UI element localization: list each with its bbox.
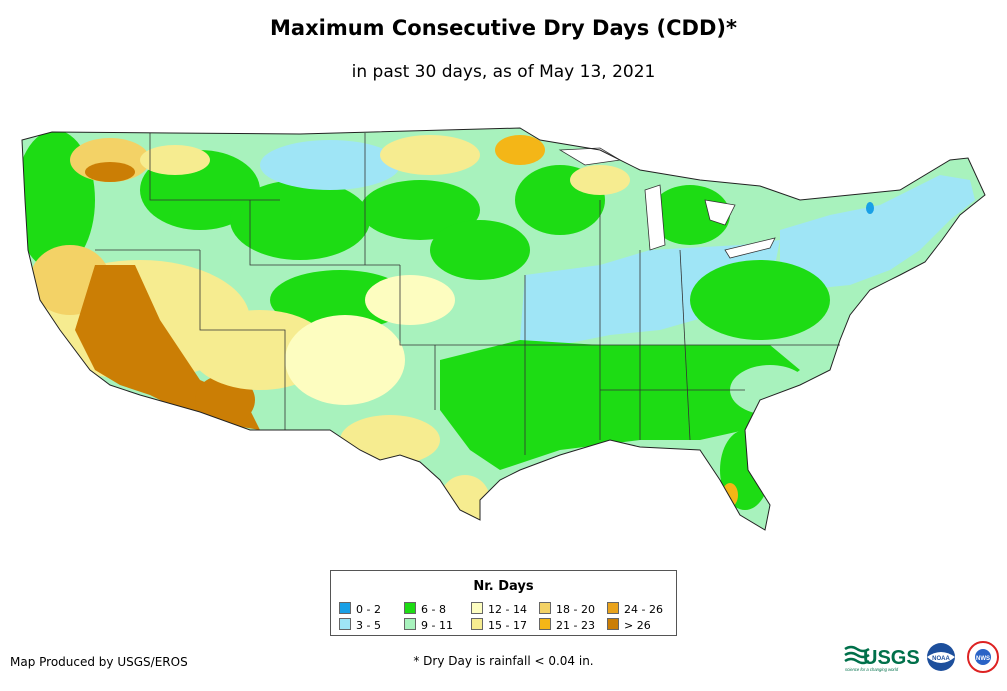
region-mid-atlantic — [690, 260, 830, 340]
footnote-text: * Dry Day is rainfall < 0.04 in. — [413, 654, 594, 668]
region-north-dakota — [380, 135, 480, 175]
legend: Nr. Days 0 - 2 3 - 5 6 - 8 9 - 11 12 - 1… — [330, 570, 677, 636]
region-upper-mi — [570, 165, 630, 195]
legend-swatch — [404, 618, 416, 630]
noaa-bird-icon — [927, 652, 955, 663]
usgs-wave-icon — [844, 645, 870, 665]
lake-huron — [704, 199, 736, 226]
state-boundaries — [95, 133, 840, 455]
region-montana-wet — [260, 140, 400, 190]
region-vermont-wettest — [866, 202, 874, 214]
legend-swatch — [471, 618, 483, 630]
legend-item: 24 - 26 — [607, 602, 663, 616]
legend-swatch — [471, 602, 483, 614]
region-southeast — [440, 340, 800, 470]
lake-michigan — [644, 184, 666, 251]
region-florida-dry — [722, 483, 738, 507]
us-outline — [21, 127, 986, 531]
region-ohio-valley — [520, 240, 780, 345]
lake-erie — [724, 237, 776, 259]
legend-item: 3 - 5 — [339, 618, 381, 632]
credit-text: Map Produced by USGS/EROS — [10, 655, 188, 669]
region-kansas-west — [365, 275, 455, 325]
map-subtitle: in past 30 days, as of May 13, 2021 — [351, 62, 656, 82]
legend-item: 0 - 2 — [339, 602, 381, 616]
usgs-tagline: science for a changing world — [845, 667, 899, 672]
legend-item: 9 - 11 — [404, 618, 453, 632]
legend-swatch — [607, 618, 619, 630]
legend-swatch — [539, 618, 551, 630]
legend-item: 6 - 8 — [404, 602, 446, 616]
region-idaho-dry — [140, 145, 210, 175]
legend-item: 18 - 20 — [539, 602, 595, 616]
nws-inner-icon — [975, 649, 991, 665]
region-new-mexico — [285, 315, 405, 405]
legend-item: > 26 — [607, 618, 651, 632]
region-south-texas — [440, 475, 490, 525]
region-oregon-very-dry — [85, 162, 135, 182]
legend-item: 21 - 23 — [539, 618, 595, 632]
usgs-logo: USGS science for a changing world — [844, 645, 920, 672]
region-dakotas — [360, 180, 480, 240]
map-title: Maximum Consecutive Dry Days (CDD)* — [270, 16, 737, 40]
legend-swatch — [404, 602, 416, 614]
legend-item: 15 - 17 — [471, 618, 527, 632]
usgs-text: USGS — [863, 647, 920, 669]
legend-swatch — [339, 602, 351, 614]
legend-title: Nr. Days — [473, 579, 534, 594]
legend-swatch — [607, 602, 619, 614]
legend-item: 12 - 14 — [471, 602, 527, 616]
region-florida — [720, 430, 770, 510]
region-michigan — [650, 185, 730, 245]
agency-logos: USGS science for a changing world NOAA N… — [844, 641, 999, 673]
cdd-map — [21, 127, 986, 531]
legend-swatch — [539, 602, 551, 614]
noaa-logo: NOAA — [927, 643, 955, 671]
region-wyoming — [230, 180, 370, 260]
region-northeast — [780, 175, 975, 290]
nws-logo: NWS — [967, 641, 999, 673]
nws-text: NWS — [976, 656, 990, 662]
legend-swatch — [339, 618, 351, 630]
region-nebraska — [430, 220, 530, 280]
region-minnesota-north — [495, 135, 545, 165]
noaa-text: NOAA — [932, 656, 950, 662]
